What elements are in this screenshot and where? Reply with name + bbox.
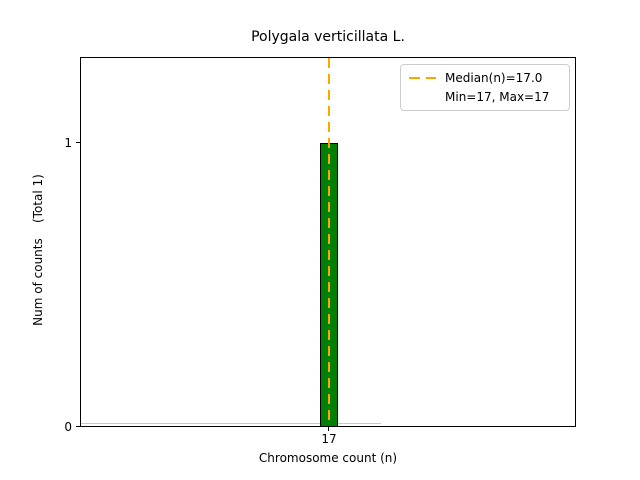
zero-count-baseline bbox=[81, 423, 381, 424]
legend-entry-minmax: Min=17, Max=17 bbox=[409, 89, 561, 105]
y-axis-label: Num of counts (Total 1) bbox=[31, 174, 45, 326]
x-tick-mark-17 bbox=[328, 427, 329, 431]
y-tick-mark-1 bbox=[76, 142, 80, 143]
legend-label-median: Median(n)=17.0 bbox=[445, 71, 543, 85]
legend: Median(n)=17.0 Min=17, Max=17 bbox=[400, 64, 570, 111]
legend-entry-median: Median(n)=17.0 bbox=[409, 70, 561, 86]
legend-empty-marker bbox=[409, 96, 436, 98]
median-line bbox=[328, 58, 330, 426]
y-tick-mark-0 bbox=[76, 426, 80, 427]
x-tick-label-17: 17 bbox=[321, 432, 337, 446]
orange-dashed-line-icon bbox=[409, 77, 436, 79]
legend-label-minmax: Min=17, Max=17 bbox=[445, 90, 550, 104]
x-axis-label: Chromosome count (n) bbox=[258, 451, 398, 465]
plot-area bbox=[80, 57, 576, 427]
chart-title: Polygala verticillata L. bbox=[251, 29, 405, 45]
y-tick-label-1: 1 bbox=[64, 136, 72, 150]
y-tick-label-0: 0 bbox=[64, 420, 72, 434]
